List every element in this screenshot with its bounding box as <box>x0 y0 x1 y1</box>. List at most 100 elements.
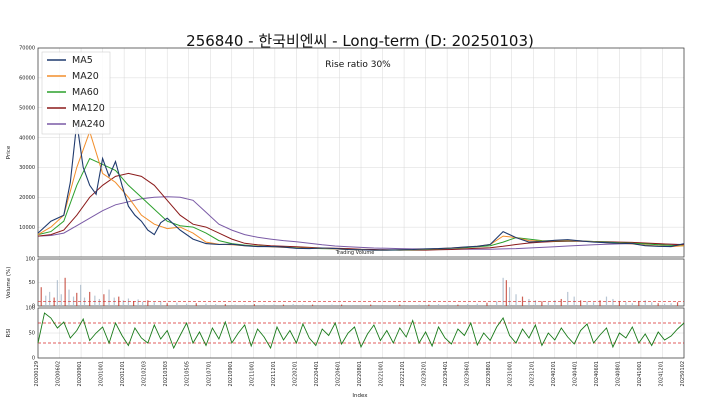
x-tick-label: 20201201 <box>120 361 126 386</box>
volume-bar <box>625 302 627 306</box>
x-tick-label: 20250102 <box>680 361 686 386</box>
x-tick-label: 20221201 <box>400 361 406 386</box>
x-tick-label: 20230601 <box>465 361 471 386</box>
rsi-ytick-label: 100 <box>25 306 35 312</box>
volume-bar <box>64 277 66 306</box>
x-tick-label: 20230201 <box>422 361 428 386</box>
volume-bar <box>486 302 488 306</box>
volume-bar <box>605 296 608 306</box>
legend-label-ma60: MA60 <box>72 87 99 98</box>
x-tick-label: 20201001 <box>99 361 105 386</box>
x-axis-label: Index <box>352 393 368 399</box>
volume-bar <box>113 297 115 306</box>
price-frame <box>37 47 685 258</box>
volume-bar <box>631 303 633 306</box>
rsi-frame <box>37 307 685 359</box>
x-tick-label: 20200602 <box>56 361 62 386</box>
volume-bar <box>502 277 504 306</box>
volume-bar <box>466 304 469 306</box>
volume-bar <box>399 304 401 306</box>
volume-bar <box>253 304 256 306</box>
volume-bar <box>142 301 144 306</box>
price-ytick-label: 50000 <box>19 105 35 111</box>
x-tick-label: 20220201 <box>292 361 298 386</box>
volume-bar <box>160 301 162 306</box>
volume-bar <box>133 301 135 306</box>
x-tick-label: 20200129 <box>34 361 40 386</box>
x-tick-label: 20210701 <box>206 361 212 386</box>
x-tick-label: 20211201 <box>271 361 277 386</box>
volume-bar <box>515 294 517 306</box>
volume-bar <box>580 300 582 306</box>
rise-ratio-annotation: Rise ratio 30% <box>325 60 391 70</box>
volume-bar <box>664 303 666 306</box>
volume-bar <box>224 304 226 306</box>
volume-bar <box>263 304 265 306</box>
x-tick-label: 20241001 <box>637 361 643 386</box>
volume-bar <box>244 304 246 306</box>
volume-ytick-label: 0 <box>32 304 35 310</box>
x-tick-label: 20220601 <box>335 361 341 386</box>
volume-bar <box>408 305 411 306</box>
volume-bar <box>428 304 430 306</box>
x-tick-label: 20241201 <box>658 361 664 386</box>
volume-bar <box>311 304 314 306</box>
x-tick-label: 20210303 <box>163 361 169 386</box>
volume-bar <box>122 300 124 306</box>
volume-bar <box>341 304 343 306</box>
x-tick-label: 20240801 <box>615 361 621 386</box>
price-ytick-label: 70000 <box>19 46 35 52</box>
volume-bar <box>670 303 672 306</box>
volume-ylabel: Volume (%) <box>6 267 12 299</box>
volume-bar <box>108 289 110 306</box>
volume-bar <box>657 303 659 306</box>
volume-bar <box>612 298 614 306</box>
legend-label-ma5: MA5 <box>72 55 93 66</box>
x-tick-label: 20240201 <box>551 361 557 386</box>
price-ylabel: Price <box>6 145 12 159</box>
volume-bar <box>541 301 543 306</box>
volume-bar <box>476 303 478 306</box>
volume-bar <box>676 302 679 306</box>
volume-bar <box>215 304 217 306</box>
series-line-ma240 <box>37 196 685 250</box>
volume-ytick-label: 50 <box>29 280 35 286</box>
volume-bar <box>282 304 285 306</box>
price-ytick-label: 30000 <box>19 165 35 171</box>
volume-bar <box>176 302 178 306</box>
volume-panel: 0 50 100 Volume (%) <box>6 257 685 310</box>
volume-bar <box>651 302 653 306</box>
volume-bar <box>505 280 507 306</box>
rsi-ylabel: RSI <box>6 328 12 337</box>
volume-bar <box>567 291 569 306</box>
x-tick-label: 20230401 <box>443 361 449 386</box>
volume-bar <box>560 298 562 306</box>
volume-bar <box>292 304 294 306</box>
x-tick-label: 20221001 <box>379 361 385 386</box>
volume-bar <box>185 303 188 306</box>
volume-bar <box>508 287 511 306</box>
price-ytick-label: 10000 <box>19 225 35 231</box>
volume-bar <box>496 301 498 306</box>
volume-bar <box>418 304 420 306</box>
volume-bar <box>166 303 168 306</box>
volume-bar <box>89 291 91 306</box>
volume-bar <box>528 298 530 306</box>
series-line-ma5 <box>37 122 685 251</box>
price-ytick-label: 20000 <box>19 195 35 201</box>
legend: MA5 MA20 MA60 MA120 MA240 <box>41 51 111 135</box>
volume-bar <box>153 302 155 306</box>
x-tick-label: 20210505 <box>185 361 191 386</box>
x-tick-label: 20210203 <box>142 361 148 386</box>
legend-label-ma20: MA20 <box>72 71 99 82</box>
x-axis-ticks: 20200129 20200602 20200901 20201001 20201201… <box>34 361 686 386</box>
volume-bar <box>94 295 96 306</box>
volume-bar <box>40 287 42 306</box>
volume-watermark: Trading Volume <box>335 250 375 256</box>
rsi-panel: 0 50 100 RSI <box>6 306 685 362</box>
x-tick-label: 20220801 <box>357 361 363 386</box>
x-tick-label: 20220401 <box>314 361 320 386</box>
volume-bar <box>53 297 55 306</box>
volume-bar <box>521 296 524 306</box>
